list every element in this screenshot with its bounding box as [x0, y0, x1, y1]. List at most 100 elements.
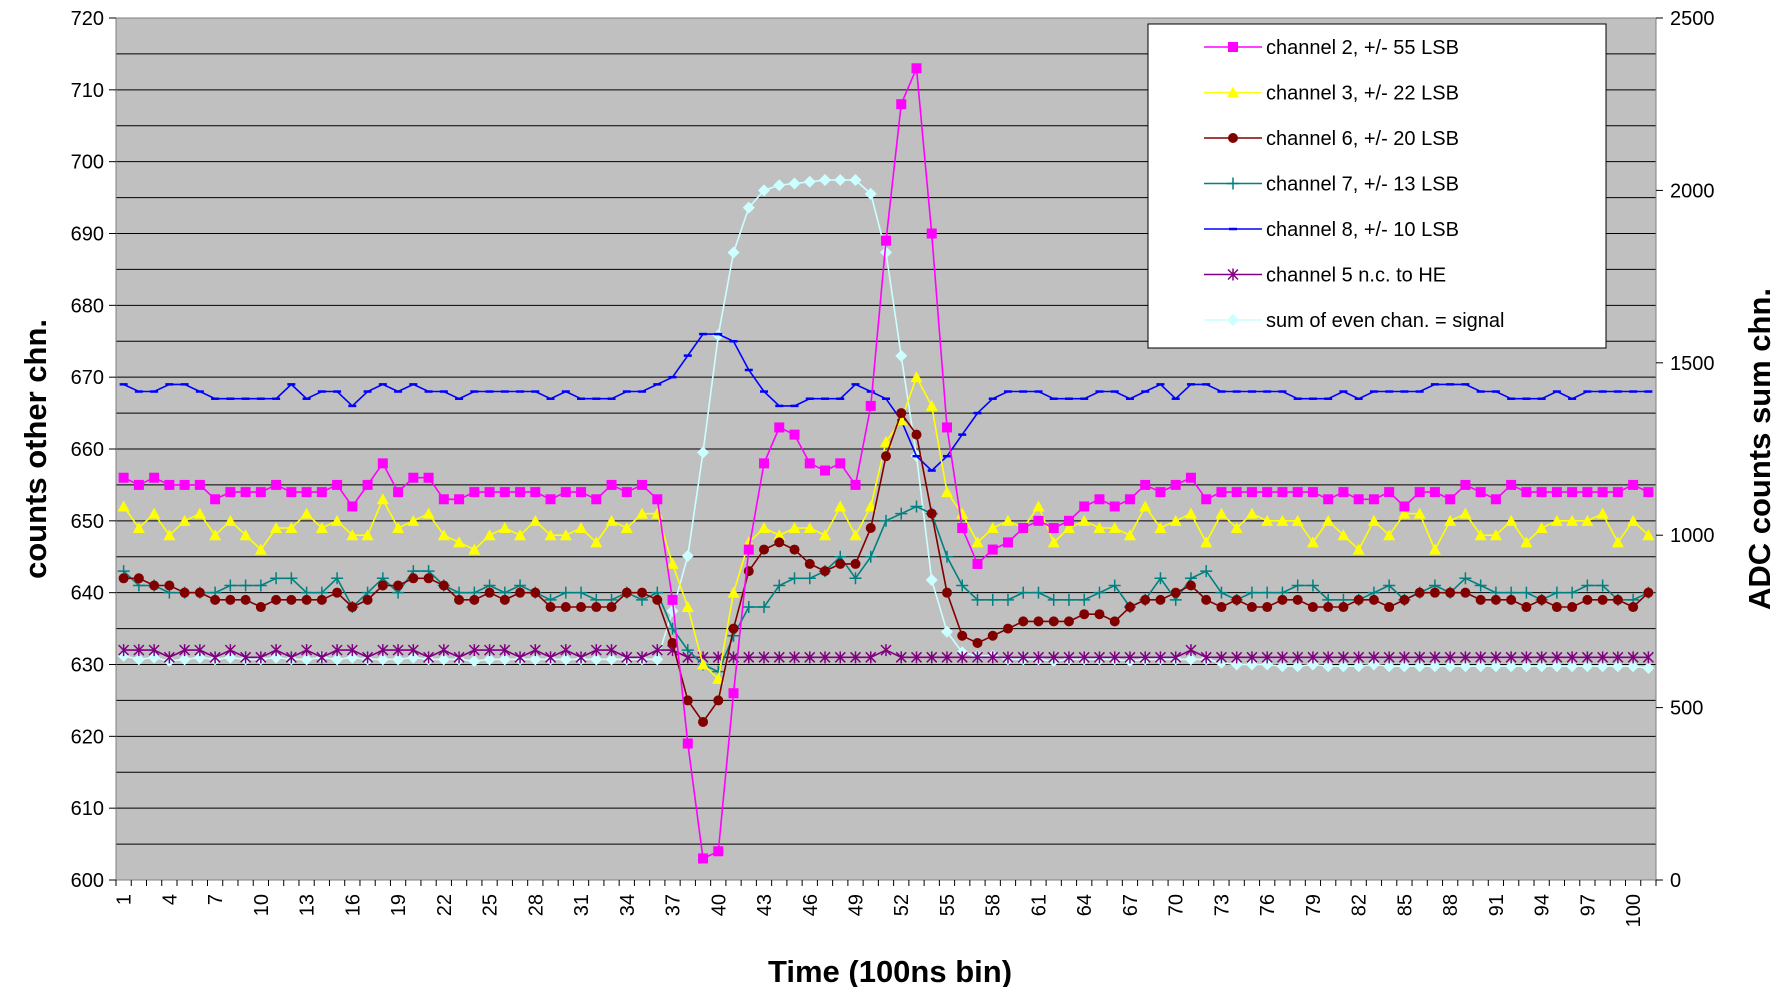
data-point — [987, 630, 998, 641]
data-point — [637, 587, 648, 598]
data-point — [316, 594, 327, 605]
data-point — [559, 653, 572, 666]
data-point — [667, 594, 678, 605]
data-point — [1216, 487, 1227, 498]
y-axis-title: counts other chn. — [18, 319, 53, 579]
data-point — [682, 738, 693, 749]
data-point — [1627, 651, 1639, 664]
data-point — [1228, 42, 1238, 52]
data-point — [1048, 523, 1059, 534]
y-tick-label: 630 — [71, 655, 104, 677]
data-point — [193, 507, 206, 519]
data-point — [210, 594, 221, 605]
data-point — [1414, 487, 1425, 498]
data-point — [681, 644, 694, 657]
data-point — [1109, 651, 1121, 664]
data-point — [834, 174, 847, 187]
data-point — [1596, 579, 1609, 592]
data-point — [759, 458, 770, 469]
data-point — [728, 688, 739, 699]
data-point — [789, 429, 800, 440]
data-point — [454, 494, 465, 505]
data-point — [179, 587, 190, 598]
data-point — [727, 246, 740, 259]
x-tick-label: 13 — [297, 894, 319, 916]
data-point — [575, 651, 587, 664]
data-point — [590, 653, 603, 666]
data-point — [1367, 658, 1380, 671]
data-point — [362, 479, 373, 490]
data-point — [1063, 651, 1075, 664]
data-point — [941, 422, 952, 433]
data-point — [240, 487, 251, 498]
data-point — [1291, 514, 1304, 526]
data-point — [1352, 543, 1365, 555]
data-point — [819, 529, 832, 541]
data-point — [1124, 651, 1136, 664]
data-point — [803, 175, 816, 188]
data-point — [1230, 522, 1243, 534]
data-point — [1200, 536, 1213, 548]
data-point — [697, 446, 710, 459]
data-point — [1094, 494, 1105, 505]
data-point — [438, 580, 449, 591]
data-point — [301, 487, 312, 498]
data-point — [636, 651, 648, 664]
data-point — [652, 594, 663, 605]
data-point — [956, 507, 969, 519]
data-point — [255, 602, 266, 613]
data-point — [1227, 314, 1239, 326]
data-point — [1383, 579, 1396, 592]
data-point — [1093, 522, 1106, 534]
data-point — [896, 99, 907, 110]
data-point — [666, 622, 679, 635]
data-point — [575, 522, 588, 534]
data-point — [957, 523, 968, 534]
data-point — [1550, 660, 1563, 673]
data-point — [1460, 479, 1471, 490]
data-point — [910, 500, 923, 513]
data-point — [271, 479, 282, 490]
x-tick-label: 1 — [114, 894, 136, 905]
data-point — [362, 651, 374, 664]
data-point — [834, 500, 847, 512]
data-point — [1521, 487, 1532, 498]
data-point — [591, 602, 602, 613]
data-point — [1002, 623, 1013, 634]
data-point — [1032, 500, 1045, 512]
data-point — [164, 580, 175, 591]
data-point — [163, 529, 176, 541]
x-tick-label: 91 — [1486, 894, 1508, 916]
data-point — [1154, 522, 1167, 534]
data-point — [285, 522, 298, 534]
data-point — [788, 177, 801, 190]
data-point — [1550, 514, 1563, 526]
data-point — [1597, 651, 1609, 664]
data-point — [1475, 651, 1487, 664]
data-point — [332, 587, 343, 598]
data-point — [1139, 651, 1151, 664]
data-point — [453, 651, 465, 664]
data-point — [849, 529, 862, 541]
data-point — [560, 487, 571, 498]
data-point — [803, 522, 816, 534]
data-point — [346, 644, 358, 657]
data-point — [1506, 594, 1517, 605]
data-point — [437, 653, 450, 666]
data-point — [530, 587, 541, 598]
data-point — [225, 594, 236, 605]
data-point — [1185, 580, 1196, 591]
data-point — [1155, 487, 1166, 498]
data-point — [1033, 515, 1044, 526]
data-point — [1276, 660, 1289, 673]
data-point — [1231, 487, 1242, 498]
data-point — [1323, 602, 1334, 613]
data-point — [407, 514, 420, 526]
x-tick-label: 97 — [1577, 894, 1599, 916]
data-point — [408, 573, 419, 584]
data-point — [1581, 514, 1594, 526]
data-point — [1643, 587, 1654, 598]
data-point — [270, 651, 283, 664]
data-point — [1611, 536, 1624, 548]
data-point — [163, 651, 175, 664]
